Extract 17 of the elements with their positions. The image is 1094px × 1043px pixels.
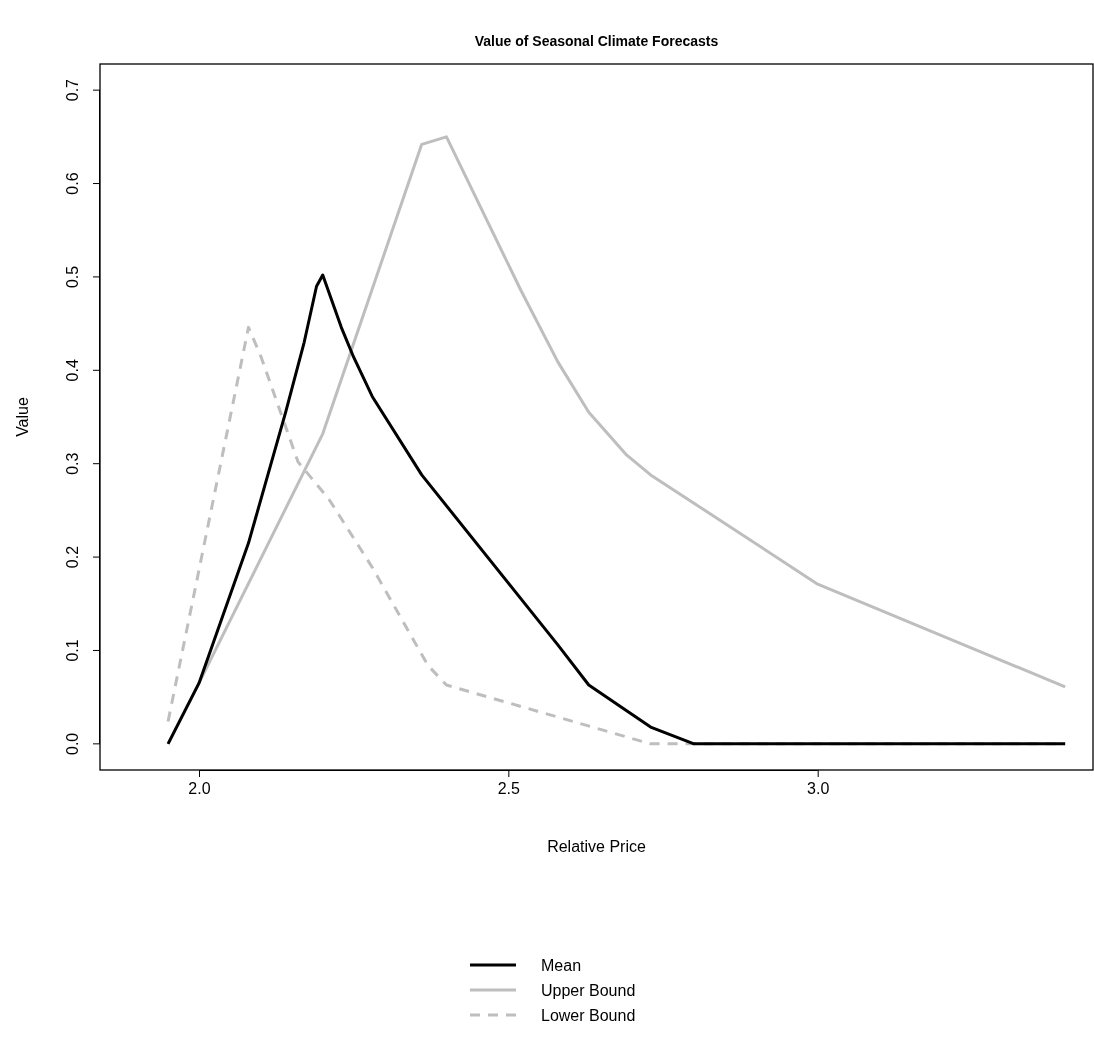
y-axis-title: Value (14, 397, 31, 437)
x-tick-label: 2.0 (188, 780, 211, 798)
x-axis-title: Relative Price (547, 838, 646, 855)
y-tick-label: 0.6 (64, 172, 81, 195)
legend-label: Lower Bound (541, 1007, 636, 1024)
y-tick-label: 0.4 (64, 359, 81, 382)
y-tick-label: 0.0 (64, 732, 81, 755)
legend-label: Upper Bound (541, 982, 636, 999)
y-tick-label: 0.5 (64, 265, 81, 289)
y-tick-label: 0.7 (64, 78, 81, 102)
legend-label: Mean (541, 957, 582, 974)
y-tick-label: 0.2 (64, 545, 81, 569)
y-tick-label: 0.1 (64, 639, 81, 662)
x-tick-label: 3.0 (807, 780, 830, 798)
chart-title: Value of Seasonal Climate Forecasts (474, 33, 719, 49)
x-tick-label: 2.5 (497, 780, 521, 798)
y-tick-label: 0.3 (64, 452, 81, 475)
